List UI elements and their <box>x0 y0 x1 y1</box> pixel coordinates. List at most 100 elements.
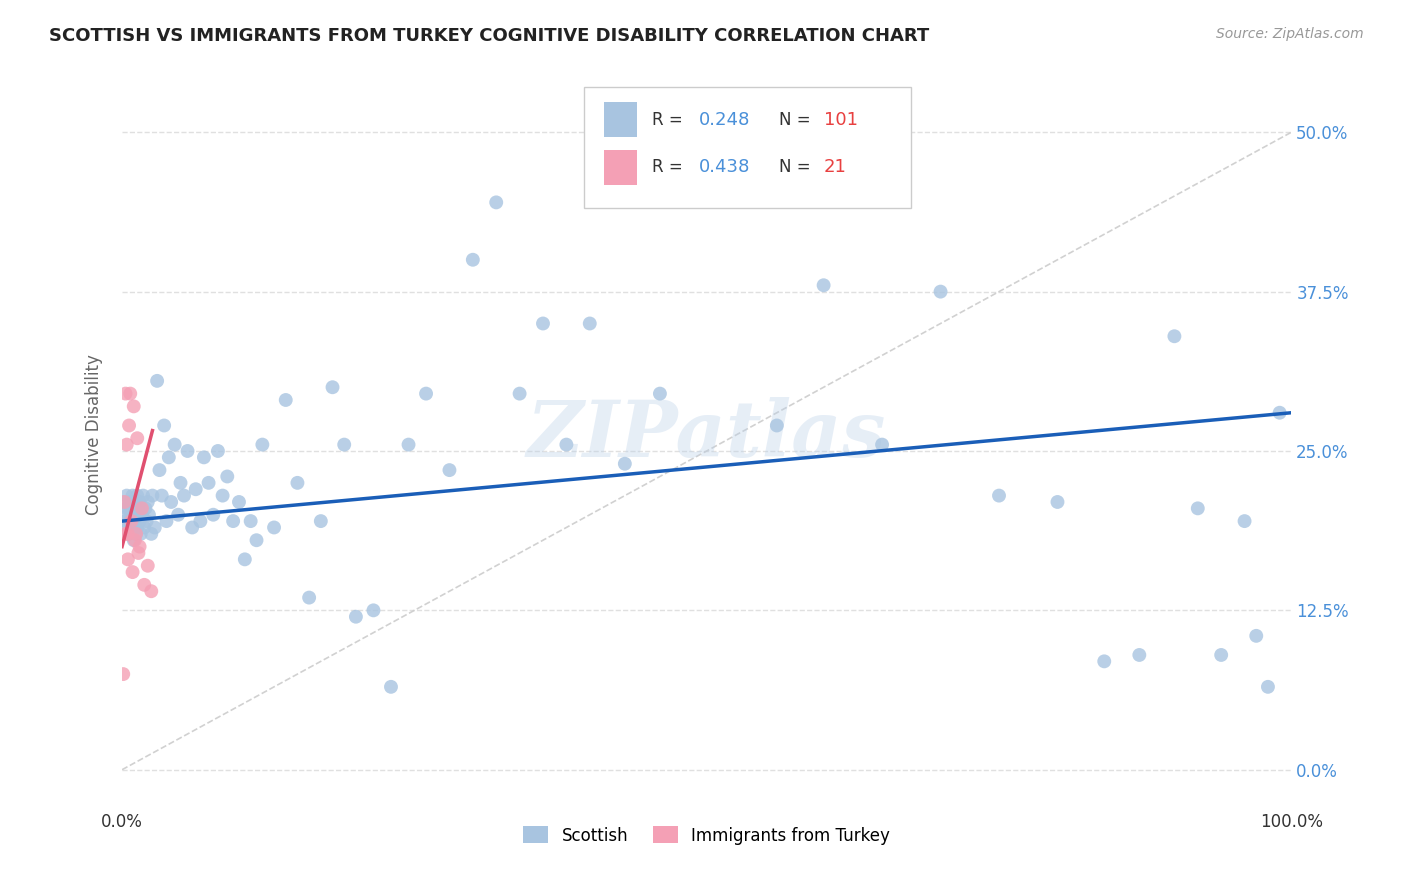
Point <box>134 578 156 592</box>
Point <box>117 526 139 541</box>
Point <box>129 526 152 541</box>
Point <box>136 495 159 509</box>
Point <box>252 437 274 451</box>
Point <box>125 508 148 522</box>
Point <box>121 489 143 503</box>
Point <box>648 386 671 401</box>
Point <box>169 475 191 490</box>
Point <box>128 540 150 554</box>
Point <box>190 514 212 528</box>
Text: 0.248: 0.248 <box>699 111 749 128</box>
Point <box>1257 680 1279 694</box>
Point <box>1244 629 1267 643</box>
Point <box>155 514 177 528</box>
Point <box>1187 501 1209 516</box>
Text: 101: 101 <box>824 111 858 128</box>
Point <box>718 176 741 190</box>
Point <box>120 495 142 509</box>
Point <box>344 609 367 624</box>
Point <box>120 514 142 528</box>
Point <box>1211 648 1233 662</box>
Point <box>120 386 142 401</box>
Point <box>128 495 150 509</box>
Point <box>988 489 1011 503</box>
Point <box>181 520 204 534</box>
Point <box>115 501 138 516</box>
Point <box>141 489 163 503</box>
Point <box>274 392 297 407</box>
Point <box>263 520 285 534</box>
Point <box>127 520 149 534</box>
Point <box>929 285 952 299</box>
Point <box>193 450 215 465</box>
Point <box>127 546 149 560</box>
Point <box>1128 648 1150 662</box>
Point <box>127 501 149 516</box>
Point <box>118 418 141 433</box>
Point <box>157 450 180 465</box>
Point <box>197 475 219 490</box>
Point <box>117 508 139 522</box>
Point <box>118 501 141 516</box>
Point <box>131 508 153 522</box>
Point <box>683 189 706 203</box>
Point <box>127 431 149 445</box>
Point <box>127 489 149 503</box>
Point <box>211 489 233 503</box>
Point <box>322 380 344 394</box>
Point <box>160 495 183 509</box>
Point <box>415 386 437 401</box>
Point <box>114 514 136 528</box>
Text: R =: R = <box>652 111 688 128</box>
Text: R =: R = <box>652 159 688 177</box>
Point <box>870 437 893 451</box>
Point <box>813 278 835 293</box>
Point <box>122 533 145 548</box>
Point <box>134 501 156 516</box>
Point <box>287 475 309 490</box>
Point <box>309 514 332 528</box>
Point <box>202 508 225 522</box>
Point <box>117 552 139 566</box>
Point <box>222 514 245 528</box>
Point <box>117 520 139 534</box>
Point <box>118 526 141 541</box>
FancyBboxPatch shape <box>583 87 911 208</box>
Point <box>120 508 142 522</box>
Point <box>380 680 402 694</box>
Point <box>531 317 554 331</box>
Point <box>114 526 136 541</box>
Point <box>398 437 420 451</box>
Point <box>134 520 156 534</box>
Point <box>120 514 142 528</box>
Point <box>120 523 142 537</box>
Point <box>141 526 163 541</box>
Point <box>153 418 176 433</box>
Point <box>121 565 143 579</box>
Text: N =: N = <box>779 111 811 128</box>
Point <box>146 374 169 388</box>
Point <box>136 558 159 573</box>
Point <box>333 437 356 451</box>
Point <box>207 444 229 458</box>
Point <box>509 386 531 401</box>
Point <box>1163 329 1185 343</box>
Point <box>150 489 173 503</box>
Point <box>115 489 138 503</box>
Point <box>124 495 146 509</box>
Text: SCOTTISH VS IMMIGRANTS FROM TURKEY COGNITIVE DISABILITY CORRELATION CHART: SCOTTISH VS IMMIGRANTS FROM TURKEY COGNI… <box>49 27 929 45</box>
Text: N =: N = <box>779 159 811 177</box>
Point <box>121 517 143 532</box>
Y-axis label: Cognitive Disability: Cognitive Disability <box>86 355 103 516</box>
Point <box>298 591 321 605</box>
Text: Source: ZipAtlas.com: Source: ZipAtlas.com <box>1216 27 1364 41</box>
Point <box>122 501 145 516</box>
Point <box>555 437 578 451</box>
Point <box>461 252 484 267</box>
Point <box>128 514 150 528</box>
Point <box>1046 495 1069 509</box>
Text: 21: 21 <box>824 159 846 177</box>
Point <box>112 495 135 509</box>
Point <box>613 457 636 471</box>
Legend: Scottish, Immigrants from Turkey: Scottish, Immigrants from Turkey <box>523 826 890 845</box>
